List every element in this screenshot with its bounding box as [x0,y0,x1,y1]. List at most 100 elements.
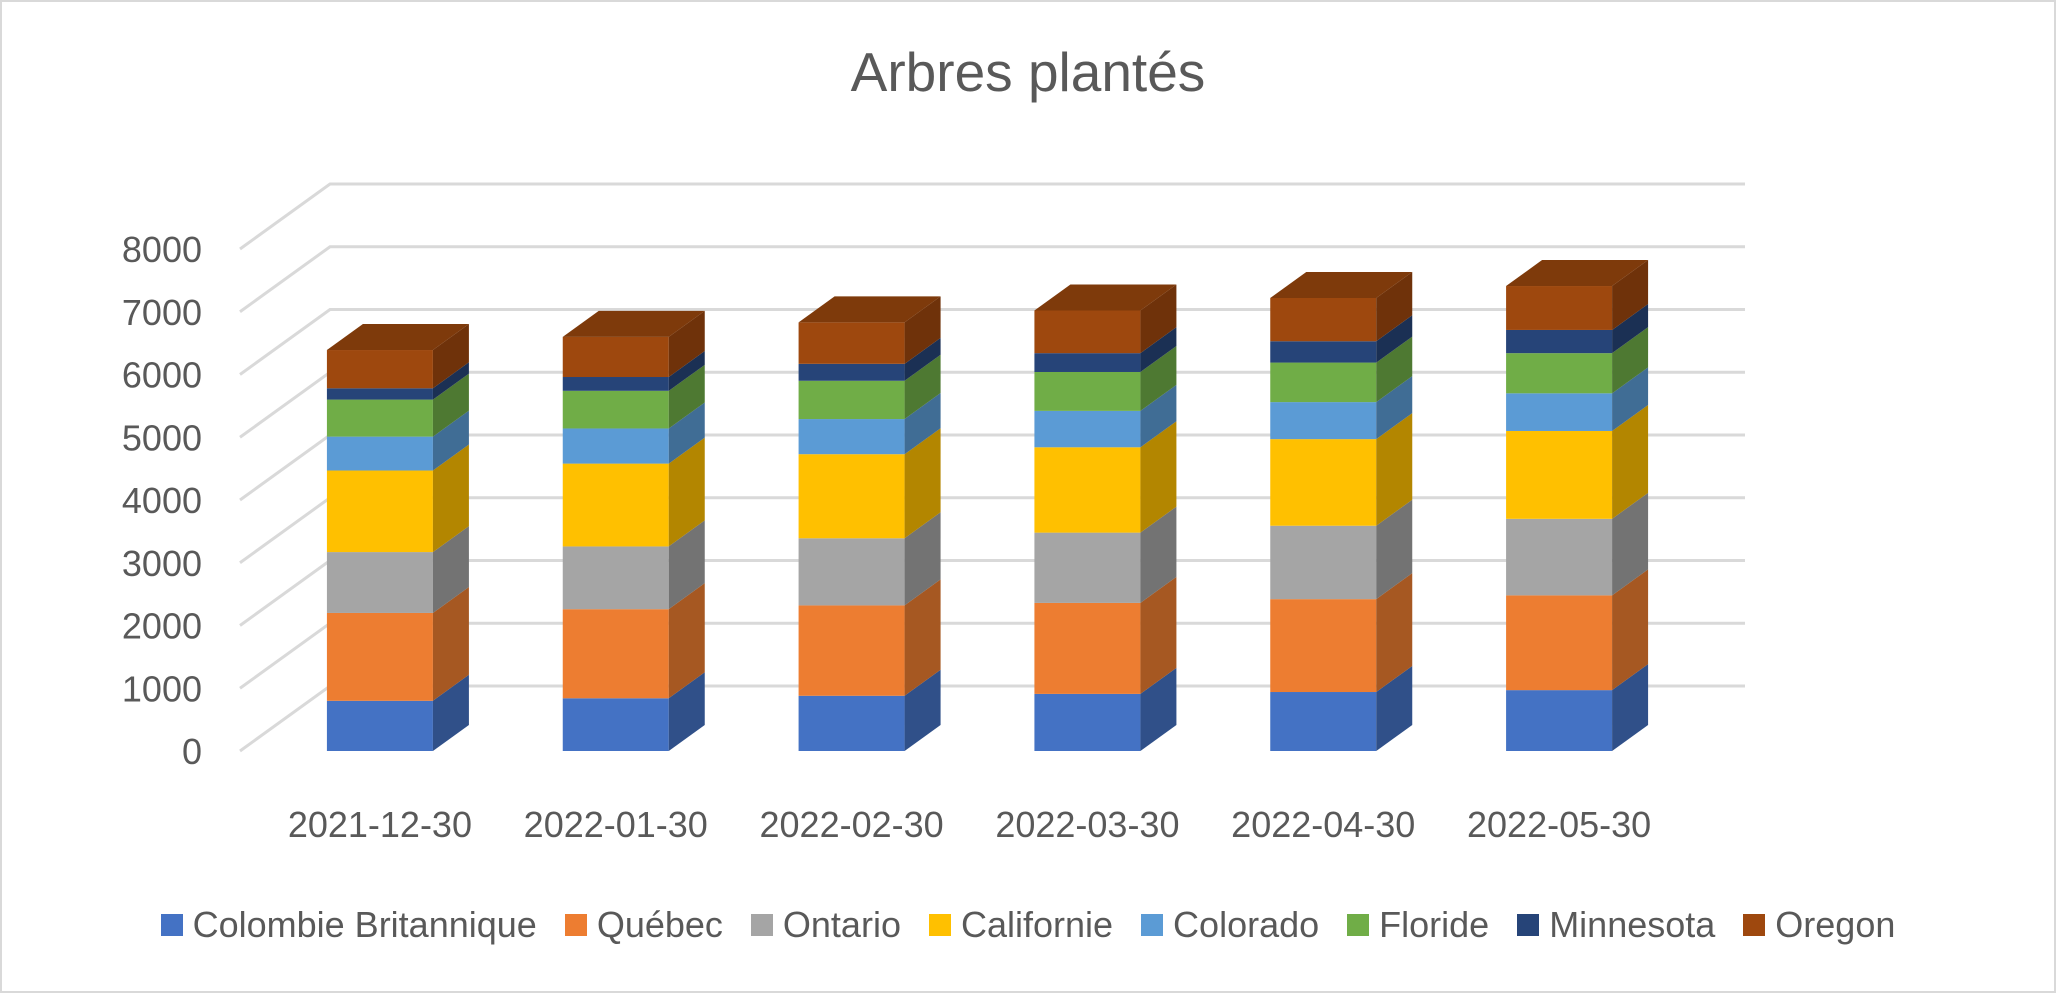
bar-segment-side [904,669,941,751]
bar-segment-side [1612,367,1649,431]
bar-segment-side [1612,327,1649,394]
bar-segment-side [1612,404,1649,519]
x-tick-label: 2022-03-30 [995,804,1179,845]
bar-segment [798,419,905,455]
bar-segment [1270,341,1377,363]
bar-segment [798,322,905,364]
bar-segment-side [432,324,469,389]
bar-segment-side [904,337,941,381]
bar-segment [1034,371,1141,411]
bar-segment-side [1612,492,1649,596]
bar-segment [1270,439,1377,526]
bar-segment-side [904,296,941,364]
legend-item: Californie [928,904,1113,946]
legend-label: Oregon [1775,904,1896,945]
y-tick-label: 7000 [122,292,202,333]
legend-label: Québec [596,904,723,945]
chart-legend: Colombie Britannique Québec Ontario Califor… [0,900,2056,950]
bar-segment [562,698,669,751]
bar-segment-side [904,512,941,606]
bar-segment-side [432,444,469,553]
bar-segment-side [904,579,941,696]
bar-segment [798,454,905,539]
bar-segment-side [1376,336,1413,403]
bar-top [562,310,705,337]
legend-swatch [928,914,951,936]
legend-item: Colorado [1141,904,1319,946]
bar-segment [1506,393,1613,431]
bar-segment-side [432,362,469,400]
bar-segment [562,609,669,699]
y-tick-label: 1000 [122,668,202,709]
bar-segment [326,436,433,471]
bar-top [1034,284,1177,311]
chart-title: Arbres plantés [850,41,1206,103]
bar-segment [1034,310,1141,354]
bar-segment [1506,518,1613,596]
bar-segment [1506,690,1613,751]
bar-top [1506,260,1649,287]
y-tick-label: 2000 [122,606,202,647]
bar-segment-side [432,373,469,437]
bar-segment [1270,525,1377,600]
bar-segment [1270,692,1377,751]
y-tick-label: 3000 [122,543,202,584]
bar-segment [1034,532,1141,603]
y-tick-label: 8000 [122,229,202,270]
bar-segment-side [1140,327,1177,372]
gridline [239,245,1745,313]
bar-segment [562,428,669,464]
bar-segment [1270,362,1377,403]
bar-segment-side [1140,284,1177,354]
bar-segment-side [1140,384,1177,448]
bar-segment [326,612,433,701]
x-tick-label: 2022-01-30 [524,804,708,845]
bar-segment [326,388,433,400]
legend-swatch [1141,914,1164,936]
bar-segment [1034,693,1141,751]
bar-segment-side [432,674,469,751]
bar-segment-side [1376,666,1413,751]
bar-segment [326,350,433,389]
y-tick-label: 6000 [122,355,202,396]
x-tick-label: 2022-04-30 [1231,804,1415,845]
bar-segment [1270,297,1377,342]
x-tick-label: 2022-05-30 [1467,804,1651,845]
y-tick-label: 5000 [122,417,202,458]
legend-label: Colorado [1173,904,1320,945]
y-tick-label: 0 [182,731,202,772]
bar-segment-side [904,428,941,539]
bar-segment-side [668,310,705,378]
legend-label: Minnesota [1549,904,1716,945]
bar-segment [1506,286,1613,330]
bar-segment-side [432,526,469,613]
legend-label: Ontario [782,904,901,945]
bar-top [1270,271,1413,298]
x-tick-label: 2022-02-30 [760,804,944,845]
bar-segment [1034,410,1141,448]
bar-segment-side [432,410,469,471]
bar-segment-side [668,672,705,751]
bar-segment-side [1376,499,1413,600]
bar-segment [1270,599,1377,693]
legend-label: Floride [1379,904,1490,945]
bar-segment [798,363,905,381]
bar-segment-side [1140,345,1177,411]
y-tick-label: 4000 [122,480,202,521]
bar-segment-side [1376,271,1413,342]
bar-segment-side [904,393,941,455]
bar-segment-side [1140,667,1177,751]
bar-segment [326,470,433,553]
bar-segment [1034,602,1141,694]
bar-segment [1506,329,1613,354]
bar-segment-side [1612,303,1649,354]
bar-segment [326,399,433,437]
bar-segment [562,377,669,391]
bar-segment-side [1376,315,1413,363]
bar-segment [798,605,905,696]
bar-segment-side [668,364,705,429]
bar-segment [1034,353,1141,372]
legend-swatch [1743,914,1766,936]
bar-segment-side [1140,576,1177,694]
